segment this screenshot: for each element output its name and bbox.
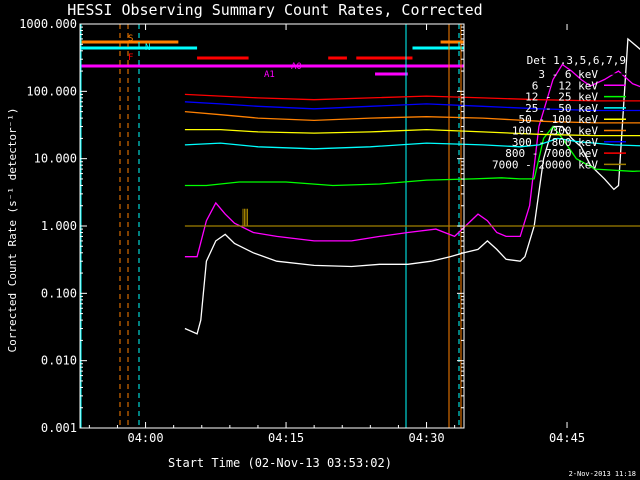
legend-label: 7000 - 20000 keV [492,158,598,171]
y-tick-label: 0.100 [41,286,77,300]
flag-label: A0 [291,62,302,72]
x-tick-label: 04:00 [127,431,163,445]
legend-label: 50 - 100 keV [519,113,599,126]
x-tick-label: 04:30 [408,431,444,445]
chart-title: HESSI Observing Summary Count Rates, Cor… [67,1,482,19]
legend-label: 6 - 12 keV [532,79,599,92]
legend-label: 300 - 800 keV [512,136,598,149]
date-stamp: 2-Nov-2013 11:18 [569,470,636,478]
series-lines [184,37,640,335]
series-line [184,37,640,335]
y-tick-label: 100.000 [26,84,77,98]
series-line [184,63,640,258]
flag-label: S [128,34,133,44]
series-line [184,93,640,102]
y-tick-label: 0.010 [41,354,77,368]
series-line [184,101,640,112]
y-tick-label: 10.000 [34,152,77,166]
flag-label: N [145,43,150,53]
legend-label: 100 - 300 keV [512,125,598,138]
y-tick-label: 1000.000 [19,17,77,31]
series-line [184,128,640,137]
y-tick-label: 0.001 [41,421,77,435]
plot-axes: 04:0004:1504:3004:4505:0005:1505:301000.… [19,17,585,445]
legend-title: Det 1,3,5,6,7,9 [527,54,626,67]
series-line [184,137,640,150]
flag-label: A1 [264,70,275,80]
legend-label: 12 - 25 keV [525,91,598,104]
x-tick-label: 04:45 [549,431,585,445]
y-axis-label: Corrected Count Rate (s⁻¹ detector⁻¹) [6,107,19,352]
x-axis-label: Start Time (02-Nov-13 03:53:02) [168,456,392,470]
series-line [184,125,640,187]
legend-label: 25 - 50 keV [525,102,598,115]
legend-label: 3 - 6 keV [538,68,598,81]
flag-label: F [128,53,133,63]
x-tick-label: 04:15 [268,431,304,445]
series-line [184,110,640,124]
y-tick-label: 1.000 [41,219,77,233]
legend-label: 800 - 7000 keV [505,147,598,160]
